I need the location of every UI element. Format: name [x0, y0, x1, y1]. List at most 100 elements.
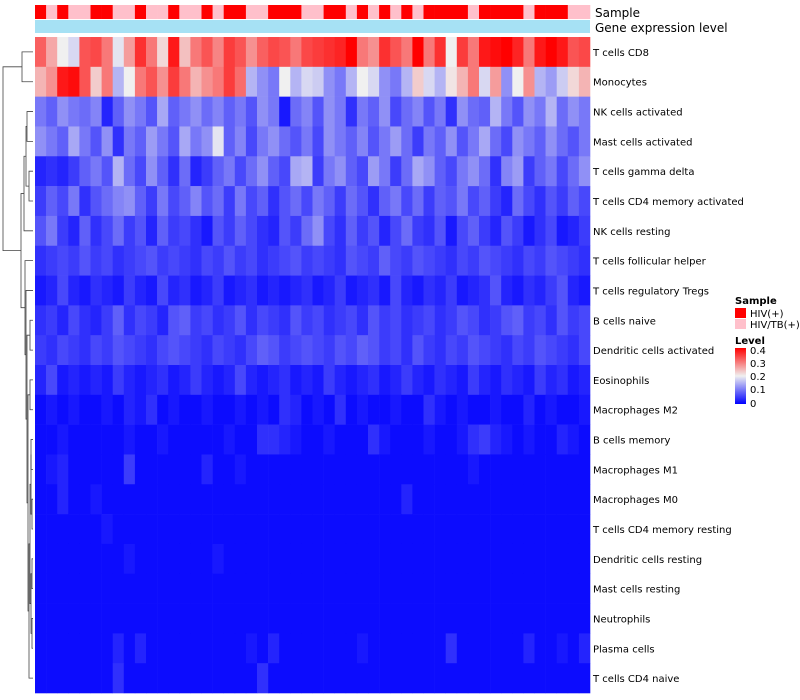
sample-annotation-cell [245, 5, 258, 19]
heatmap-cell [501, 484, 513, 515]
heatmap-cell [479, 514, 491, 545]
heatmap-cell [345, 603, 358, 634]
heatmap-cell [146, 245, 158, 276]
heatmap-cell [345, 424, 358, 455]
heatmap-cell [157, 37, 169, 68]
heatmap-cell [134, 454, 147, 485]
heatmap-cell [157, 275, 169, 306]
heatmap-cell [134, 37, 147, 68]
heatmap-cell [257, 633, 269, 664]
heatmap-cell [334, 335, 347, 366]
heatmap-cell [301, 424, 313, 455]
heatmap-cell [412, 275, 424, 306]
heatmap-cell [134, 156, 147, 187]
heatmap-cell [201, 394, 213, 425]
heatmap-cell [57, 156, 69, 187]
heatmap-cell [245, 335, 258, 366]
heatmap-cell [212, 573, 224, 604]
heatmap-cell [456, 215, 469, 247]
heatmap-cell [323, 156, 335, 187]
heatmap-cell [501, 543, 513, 575]
heatmap-cell [279, 156, 291, 187]
heatmap-cell [223, 633, 236, 664]
heatmap-cell [423, 215, 435, 247]
heatmap-cell [423, 126, 435, 157]
heatmap-cell [368, 186, 380, 217]
heatmap-cell [101, 454, 113, 485]
heatmap-cell [90, 215, 102, 247]
heatmap-cell [312, 66, 324, 97]
heatmap-cell [479, 215, 491, 247]
heatmap-cell [368, 305, 380, 336]
heatmap-cell [190, 484, 202, 515]
heatmap-cell [223, 543, 236, 575]
heatmap-cell [79, 275, 91, 306]
heatmap-cell [157, 365, 169, 396]
heatmap-cell [279, 245, 291, 276]
heatmap-cell [567, 186, 580, 217]
heatmap-cell [245, 603, 258, 634]
heatmap-cell [123, 96, 136, 127]
heatmap-cell [312, 126, 324, 157]
heatmap-cell [334, 603, 347, 634]
heatmap-cell [79, 514, 91, 545]
heatmap-cell [168, 96, 180, 127]
heatmap-cell [345, 543, 358, 575]
heatmap-cell [556, 633, 569, 664]
heatmap-cell [334, 484, 347, 515]
heatmap-cell [257, 245, 269, 276]
heatmap-cell [423, 186, 435, 217]
heatmap-cell [379, 484, 391, 515]
heatmap-cell [345, 305, 358, 336]
heatmap-cell [456, 305, 469, 336]
heatmap-cell [423, 394, 435, 425]
heatmap-cell [578, 365, 591, 396]
annotation-label-expression: Gene expression level [595, 21, 728, 35]
heatmap-cell [57, 454, 69, 485]
heatmap-cell [35, 275, 47, 306]
heatmap-cell [512, 126, 524, 157]
heatmap-cell [434, 96, 446, 127]
heatmap-cell [567, 514, 580, 545]
heatmap-cell [445, 275, 458, 306]
heatmap-cell [234, 96, 247, 127]
heatmap-cell [312, 186, 324, 217]
heatmap-cell [245, 663, 258, 694]
legend: Sample HIV(+) HIV/TB(+) Level 0.4 0.3 0.… [735, 296, 800, 410]
heatmap-cell [301, 663, 313, 694]
heatmap-cell [467, 543, 480, 575]
heatmap-cell [412, 245, 424, 276]
heatmap-cell [123, 484, 136, 515]
heatmap-cell [556, 663, 569, 694]
heatmap-cell [512, 603, 524, 634]
sample-annotation-cell [35, 5, 47, 19]
heatmap-cell [157, 156, 169, 187]
heatmap-cell [445, 573, 458, 604]
heatmap-cell [356, 215, 369, 247]
heatmap-cell [334, 126, 347, 157]
heatmap-cell [379, 633, 391, 664]
row-label: Macrophages M1 [593, 465, 678, 476]
heatmap-cell [556, 275, 569, 306]
heatmap-cell [390, 96, 402, 127]
heatmap-cell [257, 215, 269, 247]
heatmap-cell [35, 245, 47, 276]
heatmap-cell [245, 37, 258, 68]
heatmap-cell [46, 573, 58, 604]
heatmap-cell [490, 543, 502, 575]
heatmap-cell [234, 603, 247, 634]
heatmap-cell [257, 335, 269, 366]
heatmap-cell [290, 573, 302, 604]
heatmap-cell [212, 66, 224, 97]
level-tick-0-2: 0.2 [750, 372, 766, 383]
heatmap-cell [179, 335, 191, 366]
heatmap-cell [257, 514, 269, 545]
heatmap-cell [412, 454, 424, 485]
heatmap-cell [101, 603, 113, 634]
heatmap-cell [279, 305, 291, 336]
heatmap-cell [46, 663, 58, 694]
row-label: Monocytes [593, 78, 647, 89]
level-tick-0-4: 0.4 [750, 346, 766, 357]
heatmap-cell [290, 454, 302, 485]
heatmap-cell [390, 37, 402, 68]
